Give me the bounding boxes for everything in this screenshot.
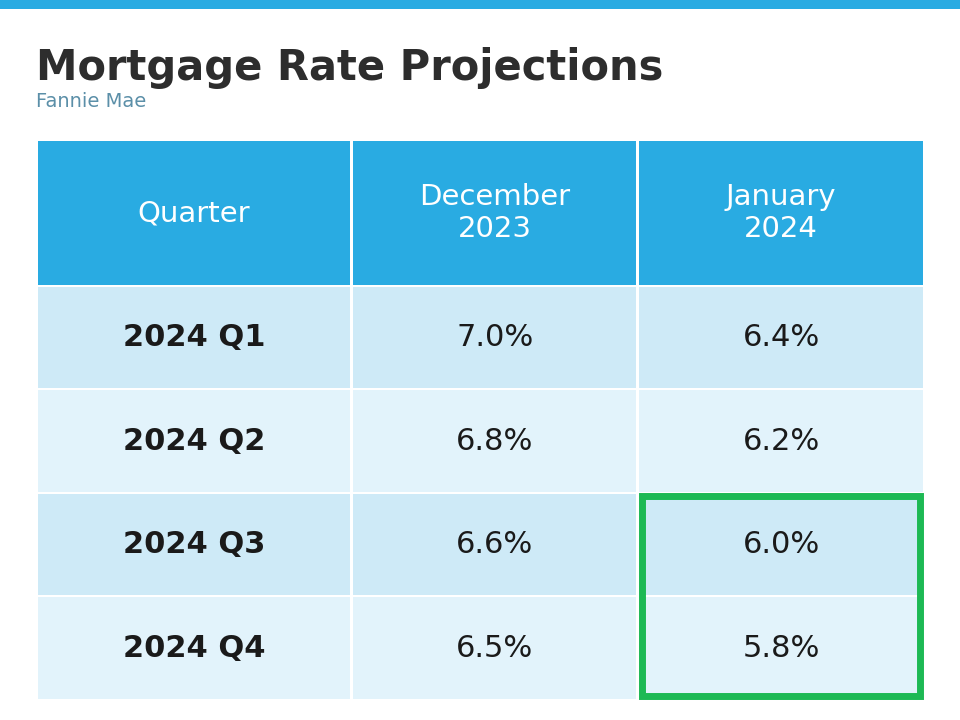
- Text: Quarter: Quarter: [137, 199, 251, 227]
- Text: January
2024: January 2024: [726, 183, 836, 243]
- Text: Mortgage Rate Projections: Mortgage Rate Projections: [36, 47, 664, 89]
- Text: 6.8%: 6.8%: [456, 426, 534, 456]
- Text: 7.0%: 7.0%: [456, 323, 533, 352]
- Text: 6.0%: 6.0%: [742, 530, 820, 559]
- Text: 6.6%: 6.6%: [456, 530, 533, 559]
- Text: 2024 Q1: 2024 Q1: [123, 323, 265, 352]
- Text: 2024 Q2: 2024 Q2: [123, 426, 265, 456]
- Text: 6.4%: 6.4%: [742, 323, 820, 352]
- Text: Fannie Mae: Fannie Mae: [36, 92, 147, 111]
- Text: 2024 Q4: 2024 Q4: [123, 634, 265, 662]
- Text: 6.5%: 6.5%: [456, 634, 533, 662]
- Text: December
2023: December 2023: [420, 183, 570, 243]
- Text: 5.8%: 5.8%: [742, 634, 820, 662]
- Text: 2024 Q3: 2024 Q3: [123, 530, 265, 559]
- Text: 6.2%: 6.2%: [742, 426, 820, 456]
